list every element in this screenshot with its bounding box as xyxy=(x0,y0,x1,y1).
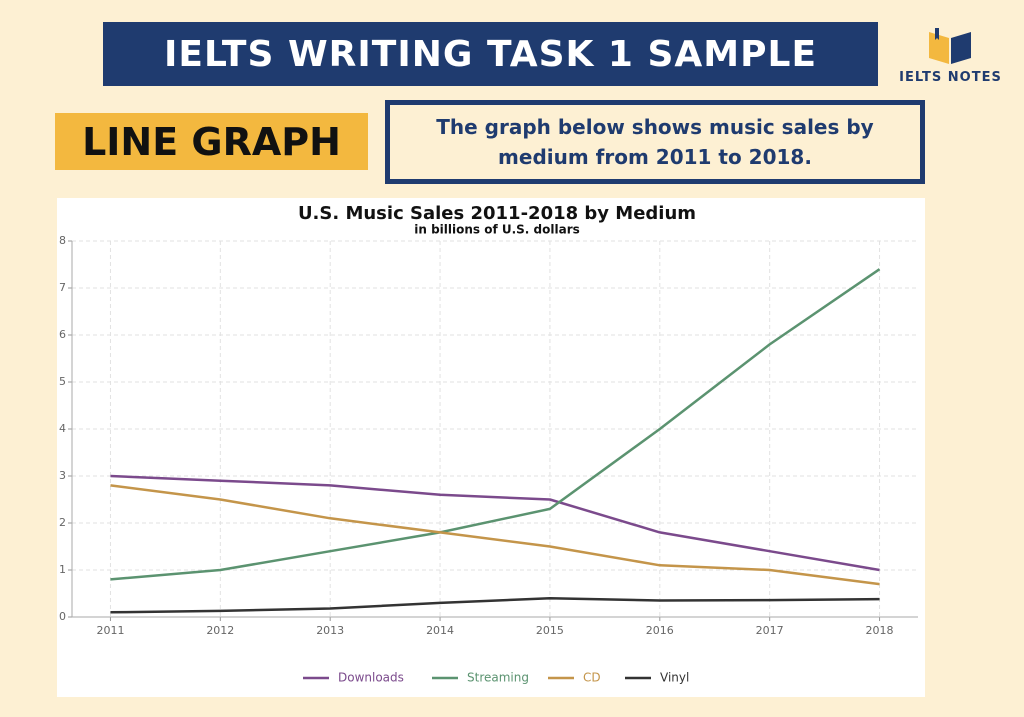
y-tick-label: 0 xyxy=(59,610,66,623)
series-line xyxy=(110,268,881,581)
series-line xyxy=(110,484,880,586)
legend-label: Downloads xyxy=(338,671,404,685)
x-tick-label: 2011 xyxy=(96,624,124,637)
logo-icon xyxy=(929,28,971,64)
y-tick-label: 1 xyxy=(59,563,66,576)
x-tick-label: 2017 xyxy=(756,624,784,637)
y-tick-label: 2 xyxy=(59,516,66,529)
y-tick-label: 4 xyxy=(59,422,66,435)
y-tick-label: 7 xyxy=(59,281,66,294)
banner-title: IELTS WRITING TASK 1 SAMPLE xyxy=(103,22,878,86)
x-tick-label: 2016 xyxy=(646,624,674,637)
y-tick-label: 8 xyxy=(59,234,66,247)
chart-title: U.S. Music Sales 2011-2018 by Medium xyxy=(298,203,696,224)
graph-type-label: LINE GRAPH xyxy=(55,113,368,170)
series-line xyxy=(110,596,880,614)
y-tick-label: 5 xyxy=(59,375,66,388)
series-line xyxy=(110,474,880,572)
x-tick-label: 2014 xyxy=(426,624,454,637)
x-tick-label: 2015 xyxy=(536,624,564,637)
x-tick-label: 2018 xyxy=(866,624,894,637)
legend-label: CD xyxy=(583,671,601,685)
y-tick-label: 6 xyxy=(59,328,66,341)
chart: U.S. Music Sales 2011-2018 by Medium in … xyxy=(57,198,925,697)
legend-label: Streaming xyxy=(467,671,529,685)
y-tick-label: 3 xyxy=(59,469,66,482)
logo-text: IELTS NOTES xyxy=(899,70,1002,85)
task-description: The graph below shows music sales by med… xyxy=(385,100,925,184)
x-tick-label: 2012 xyxy=(206,624,234,637)
legend-label: Vinyl xyxy=(660,671,689,685)
chart-subtitle: in billions of U.S. dollars xyxy=(414,223,580,237)
x-tick-label: 2013 xyxy=(316,624,344,637)
